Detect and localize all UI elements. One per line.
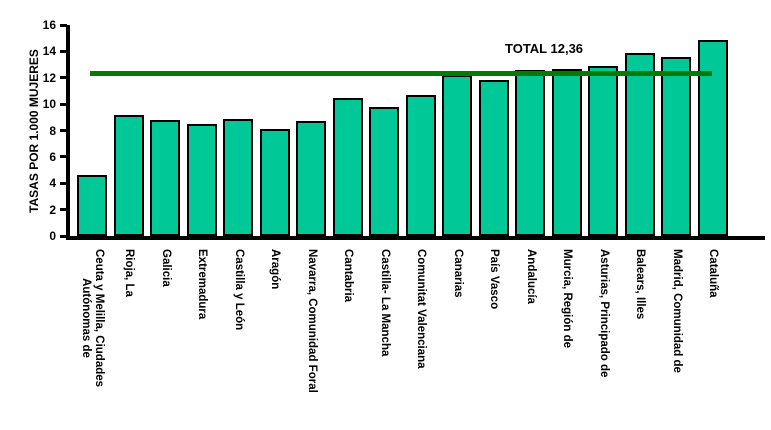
y-tick-mark [60, 129, 67, 132]
y-tick-label: 6 [49, 149, 56, 164]
y-tick-mark [60, 208, 67, 212]
bar-1 [77, 175, 107, 236]
x-axis-label: Castilla y León [232, 249, 245, 331]
bar-4 [186, 123, 217, 236]
x-axis-label: Navarra, Comunidad Foral [305, 249, 318, 393]
y-tick-mark [60, 49, 67, 53]
y-tick-label: 0 [49, 229, 56, 243]
x-axis-label: Extremadura [196, 249, 208, 320]
y-tick-mark [60, 102, 67, 106]
y-tick-mark [60, 181, 67, 185]
y-tick-mark [60, 234, 67, 238]
x-axis-label: Comunitat Valenciana [415, 249, 427, 369]
x-axis-label: Andalucía [524, 249, 537, 304]
bar-3 [150, 119, 180, 236]
x-axis-label: Canarias [451, 249, 464, 298]
y-tick-label: 10 [42, 97, 56, 112]
bar-12 [478, 80, 509, 236]
plot-area [66, 25, 765, 240]
y-tick-mark [60, 23, 67, 27]
y-tick-label: 2 [49, 202, 56, 217]
x-axis-label: Balears, Illes [634, 249, 646, 320]
bar-8 [332, 97, 363, 236]
y-tick-mark [60, 76, 67, 80]
y-tick-mark [60, 155, 67, 159]
bar-11 [442, 75, 472, 236]
bar-5 [223, 118, 253, 236]
x-axis-label: Ceuta y Melilla, Ciudades Autónomas de [80, 249, 105, 388]
y-tick-label: 4 [49, 176, 56, 191]
bar-7 [296, 121, 326, 236]
x-axis-label: Rioja, La [123, 249, 135, 297]
x-axis-label: Cataluña [707, 249, 719, 298]
bar-15 [588, 65, 618, 236]
bar-17 [661, 56, 691, 236]
x-axis-label: Murcia, Región de [561, 249, 573, 349]
x-axis-label: Galicia [159, 249, 172, 287]
reference-line [90, 70, 712, 76]
bar-10 [405, 94, 436, 236]
x-axis-label: Aragón [269, 249, 281, 290]
x-axis-label: Madrid, Comunidad de [670, 249, 683, 373]
y-tick-label: 8 [49, 123, 56, 138]
y-tick-label: 12 [42, 70, 56, 85]
bar-18 [697, 39, 728, 236]
bar-2 [113, 114, 144, 236]
bar-16 [624, 52, 655, 236]
bar-6 [259, 129, 290, 236]
y-tick-label: 16 [42, 18, 56, 32]
bar-14 [551, 68, 582, 236]
total-annotation: TOTAL 12,36 [505, 41, 584, 56]
y-tick-label: 14 [42, 44, 56, 59]
x-axis-label: Castilla- La Mancha [378, 249, 391, 357]
x-axis-label: País Vasco [488, 249, 500, 310]
bar-9 [369, 106, 399, 236]
x-axis-label: Cantabria [342, 249, 354, 303]
x-axis-label: Asturias, Principado de [597, 249, 610, 378]
bar-13 [515, 69, 545, 236]
